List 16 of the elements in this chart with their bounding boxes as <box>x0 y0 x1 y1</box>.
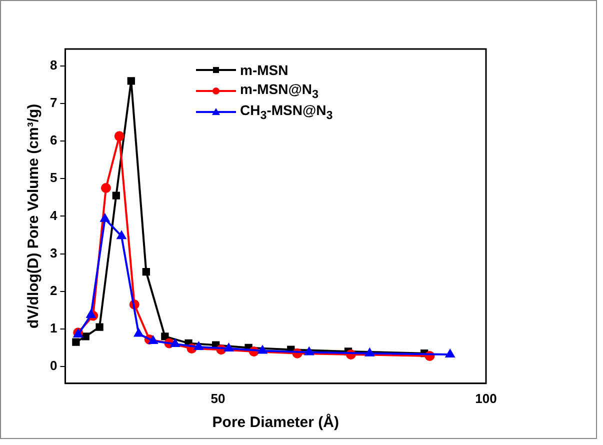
y-tick-label: 0 <box>50 358 58 374</box>
y-tick-label: 1 <box>50 320 58 336</box>
legend-label: m-MSN <box>240 62 288 78</box>
y-axis-title: dV/dlog(D) Pore Volume (cm³/g) <box>25 104 42 329</box>
y-tick-label: 4 <box>50 208 58 223</box>
legend-label: m-MSN@N$_{3}$ <box>240 80 318 100</box>
y-tick-label: 2 <box>50 282 58 298</box>
y-tick-label: 3 <box>50 245 58 260</box>
y-tick-label: 7 <box>50 95 58 110</box>
y-tick-label: 8 <box>50 57 58 72</box>
y-tick-label: 6 <box>50 132 58 148</box>
x-axis-title: Pore Diameter (Å) <box>212 413 339 432</box>
legend-label: CH$_{3}$-MSN@N$_{3}$ <box>240 102 333 122</box>
x-tick-label: 100 <box>475 390 497 406</box>
y-tick-label: 5 <box>50 170 58 186</box>
x-tick-label: 50 <box>210 390 226 406</box>
